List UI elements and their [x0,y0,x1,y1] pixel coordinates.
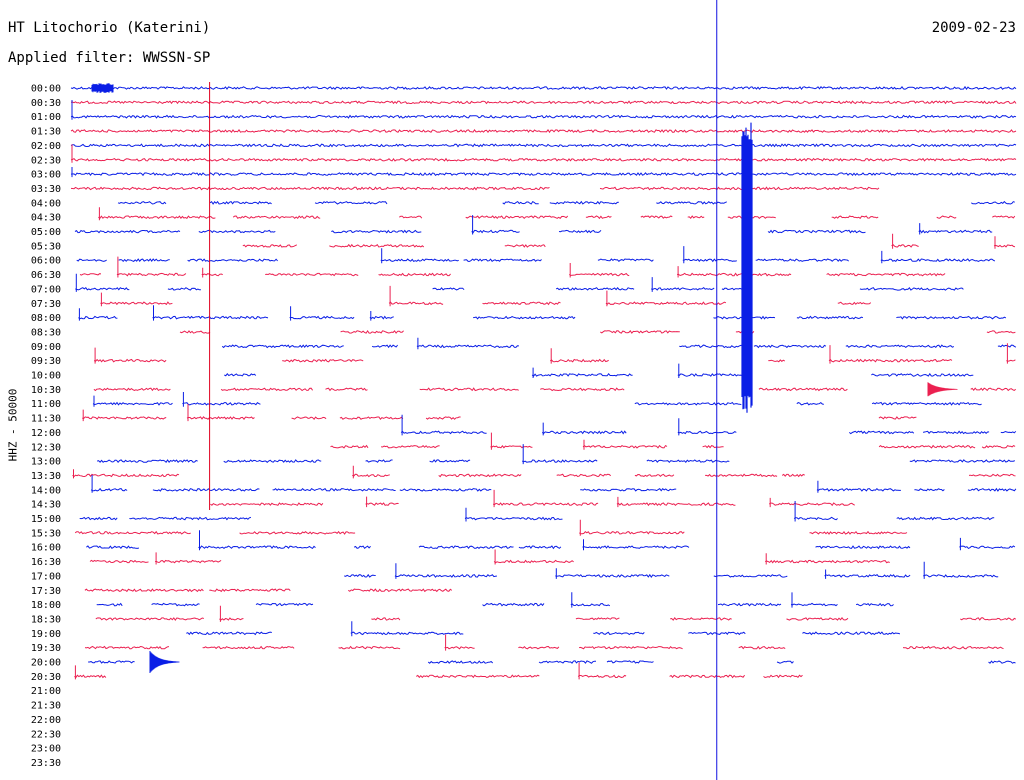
trace-row [179,329,1016,334]
row-time-label: 23:30 [31,758,61,769]
row-time-label: 22:30 [31,729,61,740]
trace-row [84,588,453,593]
row-time-label: 00:30 [31,98,61,109]
trace-row [72,465,1016,479]
row-time-label: 11:00 [31,399,61,410]
row-time-label: 03:00 [31,170,61,181]
row-time-label: 18:30 [31,614,61,625]
row-time-label: 02:00 [31,141,61,152]
trace-row [75,273,964,292]
row-time-label: 06:30 [31,270,61,281]
trace-row [210,489,855,508]
row-time-label: 06:00 [31,256,61,267]
trace-row [82,404,917,422]
row-time-label: 12:30 [31,442,61,453]
date-label: 2009-02-23 [931,20,1016,36]
trace-row [96,592,894,608]
trace-row [88,651,1016,673]
row-time-label: 14:00 [31,485,61,496]
trace-row [86,530,1016,551]
row-time-label: 13:00 [31,457,61,468]
row-time-label: 08:00 [31,313,61,324]
row-time-label: 01:30 [31,127,61,138]
trace-row [221,337,1017,350]
trace-row [93,343,1016,364]
row-time-label: 05:30 [31,241,61,252]
row-time-label: 18:00 [31,600,61,611]
row-time-label: 20:00 [31,658,61,669]
row-time-label: 07:30 [31,299,61,310]
row-time-label: 15:00 [31,514,61,525]
trace-row [74,215,993,235]
row-time-label: 10:00 [31,371,61,382]
trace-row [74,662,803,680]
row-time-label: 14:30 [31,500,61,511]
row-time-label: 13:30 [31,471,61,482]
row-time-label: 12:00 [31,428,61,439]
trace-row [74,519,908,536]
row-time-label: 04:00 [31,198,61,209]
row-time-label: 15:30 [31,528,61,539]
row-time-label: 05:00 [31,227,61,238]
row-time-label: 02:30 [31,155,61,166]
trace-row [117,200,1015,205]
row-time-label: 21:00 [31,686,61,697]
row-time-label: 16:30 [31,557,61,568]
row-time-label: 03:30 [31,184,61,195]
trace-row [92,392,982,407]
row-time-label: 08:30 [31,327,61,338]
trace-row [70,143,1017,148]
row-time-label: 09:30 [31,356,61,367]
trace-row [242,233,1016,249]
trace-row [330,432,1016,450]
trace-row [89,549,890,565]
trace-row [93,382,1016,397]
trace-row [96,444,1015,465]
trace-row [98,207,1016,221]
row-time-label: 16:00 [31,543,61,554]
row-time-label: 00:00 [31,84,61,95]
trace-row [79,501,995,522]
trace-row [344,561,999,579]
trace-row [79,256,946,278]
trace-row [70,144,1017,163]
trace-row [186,621,901,637]
trace-row [70,167,1017,178]
row-time-label: 01:00 [31,112,61,123]
row-time-label: 23:00 [31,744,61,755]
trace-row [84,634,1004,651]
trace-row [70,83,1017,93]
trace-row [90,474,1017,493]
trace-row [70,100,1017,105]
row-time-label: 17:00 [31,571,61,582]
row-time-label: 10:30 [31,385,61,396]
station-title: HT Litochorio (Katerini) [8,20,211,36]
row-time-label: 19:00 [31,629,61,640]
trace-row [76,246,996,264]
row-time-label: 22:00 [31,715,61,726]
trace-row [70,186,880,191]
trace-row [400,414,1017,436]
filter-label: Applied filter: WWSSN-SP [8,50,211,66]
trace-row [70,129,1017,134]
signal-burst [741,122,753,413]
trace-row [95,605,1017,622]
row-time-label: 07:00 [31,284,61,295]
row-time-label: 09:00 [31,342,61,353]
row-time-label: 04:30 [31,213,61,224]
trace-row [100,285,872,307]
row-time-label: 21:30 [31,701,61,712]
row-time-label: 20:30 [31,672,61,683]
trace-row [70,100,1017,120]
row-time-label: 19:30 [31,643,61,654]
trace-row [224,363,974,378]
trace-row [78,305,1007,321]
row-time-label: 17:30 [31,586,61,597]
row-time-label: 11:30 [31,414,61,425]
